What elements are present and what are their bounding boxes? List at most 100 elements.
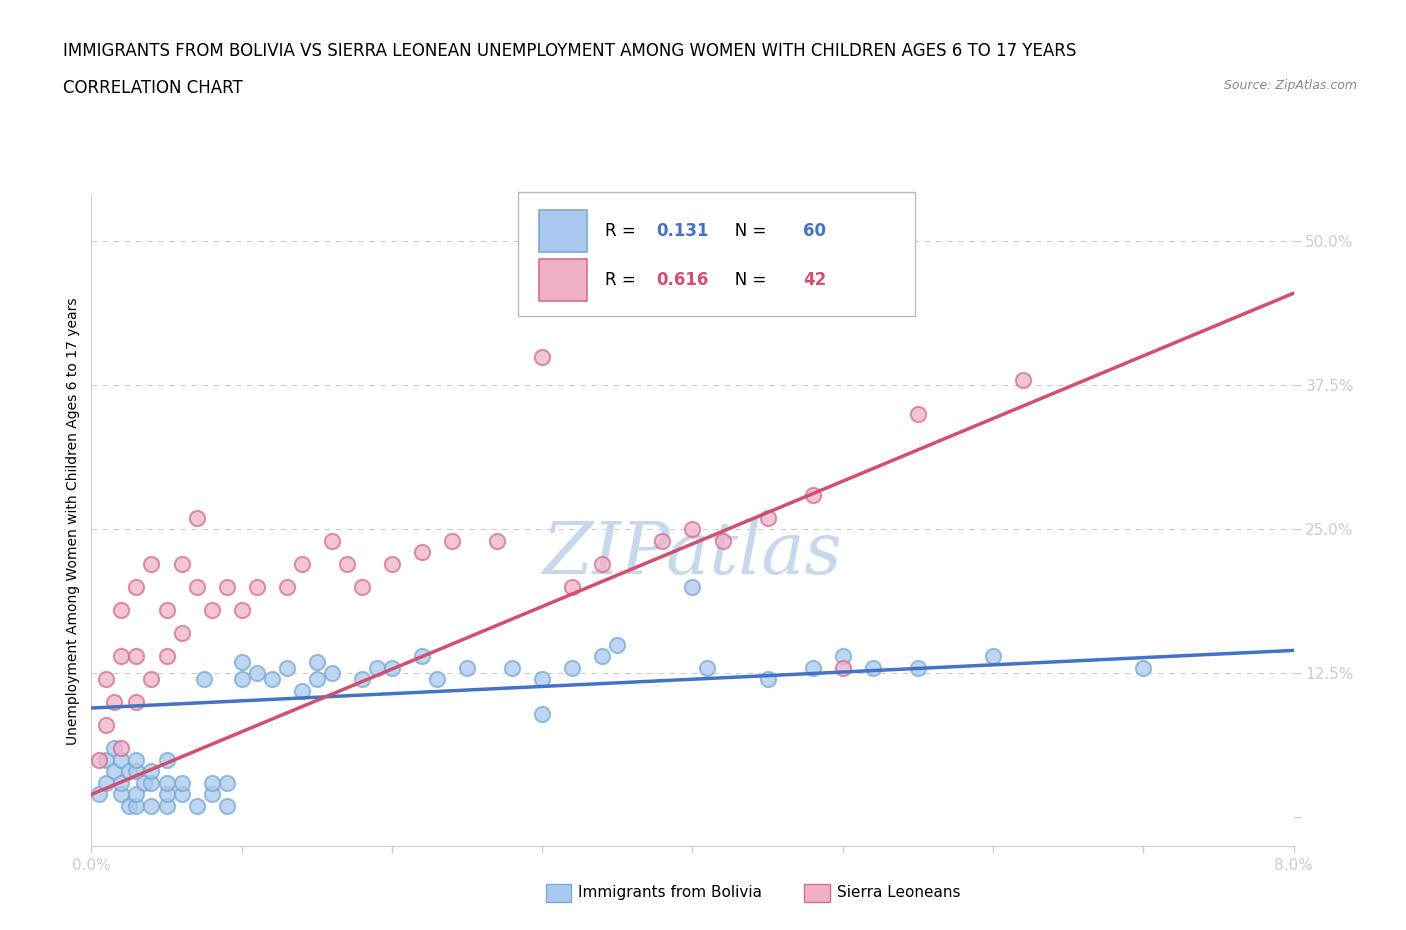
Point <box>862 660 884 675</box>
Bar <box>538 259 586 301</box>
Point <box>186 511 208 525</box>
Point <box>96 752 118 767</box>
Y-axis label: Unemployment Among Women with Children Ages 6 to 17 years: Unemployment Among Women with Children A… <box>66 297 80 745</box>
Point <box>170 556 193 571</box>
Point <box>561 579 583 594</box>
Point <box>87 787 110 802</box>
Point <box>125 649 148 664</box>
Point <box>96 776 118 790</box>
Point <box>155 603 177 618</box>
Point <box>141 671 163 686</box>
Point <box>350 671 373 686</box>
Point <box>193 671 215 686</box>
Point <box>125 695 148 710</box>
Point <box>440 534 463 549</box>
Bar <box>538 210 586 252</box>
Text: 0.616: 0.616 <box>657 271 709 289</box>
Text: Immigrants from Bolivia: Immigrants from Bolivia <box>578 885 762 900</box>
Point <box>321 534 343 549</box>
Point <box>246 666 269 681</box>
Point <box>381 660 404 675</box>
Text: ZIPatlas: ZIPatlas <box>543 518 842 589</box>
Point <box>696 660 718 675</box>
Point <box>155 776 177 790</box>
Point <box>215 776 238 790</box>
Point <box>981 649 1004 664</box>
Text: 0.131: 0.131 <box>657 222 709 240</box>
Point <box>110 752 132 767</box>
Point <box>381 556 404 571</box>
Point <box>756 671 779 686</box>
Point <box>591 556 613 571</box>
Point <box>231 603 253 618</box>
Point <box>456 660 478 675</box>
Point <box>155 752 177 767</box>
Point <box>411 649 433 664</box>
Point <box>801 487 824 502</box>
Point <box>366 660 388 675</box>
Point <box>321 666 343 681</box>
Point <box>103 764 125 778</box>
Text: R =: R = <box>605 271 641 289</box>
Point <box>291 684 314 698</box>
Point <box>276 660 298 675</box>
Point <box>711 534 734 549</box>
Point <box>110 603 132 618</box>
Text: 60: 60 <box>803 222 827 240</box>
Point <box>125 799 148 814</box>
Point <box>1132 660 1154 675</box>
Point <box>907 660 929 675</box>
Point <box>591 649 613 664</box>
Point <box>141 799 163 814</box>
Point <box>141 776 163 790</box>
Point <box>681 522 703 537</box>
Point <box>756 511 779 525</box>
Point <box>96 718 118 733</box>
Point <box>141 764 163 778</box>
Point <box>155 649 177 664</box>
Point <box>118 764 141 778</box>
Point <box>531 707 554 722</box>
Text: R =: R = <box>605 222 641 240</box>
Point <box>291 556 314 571</box>
Point <box>561 660 583 675</box>
Point <box>336 556 359 571</box>
Point <box>170 626 193 641</box>
Point <box>531 671 554 686</box>
Point <box>186 579 208 594</box>
Point <box>110 787 132 802</box>
Point <box>141 556 163 571</box>
Point <box>501 660 523 675</box>
Point <box>125 787 148 802</box>
Point <box>681 579 703 594</box>
Point <box>110 776 132 790</box>
Text: N =: N = <box>718 271 772 289</box>
Point <box>411 545 433 560</box>
Point <box>831 660 853 675</box>
Point <box>125 579 148 594</box>
Point <box>125 764 148 778</box>
Point <box>87 752 110 767</box>
Point <box>201 787 224 802</box>
Point <box>831 649 853 664</box>
Point <box>246 579 269 594</box>
Point <box>305 655 328 670</box>
Point <box>426 671 449 686</box>
Text: 42: 42 <box>803 271 827 289</box>
Point <box>118 799 141 814</box>
FancyBboxPatch shape <box>519 193 915 316</box>
Point <box>125 752 148 767</box>
Point <box>96 671 118 686</box>
Point <box>103 741 125 756</box>
Point <box>132 776 155 790</box>
Point <box>215 579 238 594</box>
Point <box>103 695 125 710</box>
Point <box>606 637 628 652</box>
Text: CORRELATION CHART: CORRELATION CHART <box>63 79 243 97</box>
Text: Sierra Leoneans: Sierra Leoneans <box>837 885 960 900</box>
Point <box>1012 372 1035 387</box>
Point <box>110 649 132 664</box>
Point <box>155 787 177 802</box>
Point <box>531 349 554 364</box>
Point <box>186 799 208 814</box>
